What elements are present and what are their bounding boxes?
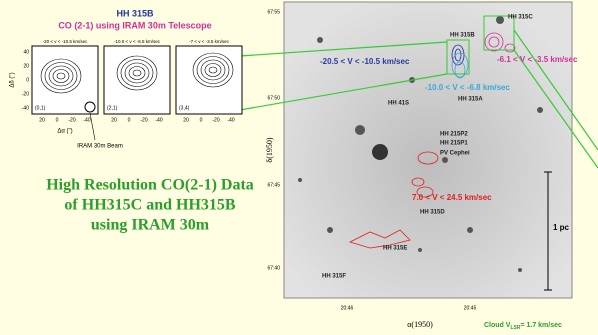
y-tick-label: 0 <box>26 77 29 83</box>
text: Cloud V <box>484 322 511 329</box>
velocity: -10.0 < V < -6.8 km/sec <box>425 83 510 92</box>
object: HH 315F <box>322 274 346 280</box>
x-tick-label: 0 <box>128 117 131 123</box>
object: HH 315B <box>450 33 475 39</box>
pointer <box>90 113 95 140</box>
panel-range: -7 < v < -3.5 km/sec <box>189 39 230 44</box>
panel <box>176 46 242 114</box>
ra-label: α(1950) <box>407 320 433 329</box>
object: HH 315C <box>508 15 533 21</box>
x-tick-label: -40 <box>227 117 234 123</box>
panel-label: (0,1) <box>35 105 46 111</box>
x-tick-label: 20 <box>39 117 45 123</box>
title: HH 315B <box>116 8 154 18</box>
panel-range: -20 < v < -10.5 km/sec <box>43 39 89 44</box>
panel-label: (3,4) <box>179 105 190 111</box>
subtitle: CO (2-1) using IRAM 30m Telescope <box>58 20 211 30</box>
velocity: 7.0 < V < 24.5 km/sec <box>412 193 492 202</box>
text: LSR <box>510 325 520 331</box>
scale-label: 1 pc <box>553 223 570 232</box>
sky-image <box>284 2 572 298</box>
x-tick-label: 0 <box>56 117 59 123</box>
dec-tick: 67:55 <box>267 9 280 15</box>
dec-tick: 67:40 <box>267 265 280 271</box>
x-tick-label: 0 <box>200 117 203 123</box>
x-tick-label: 20 <box>111 117 117 123</box>
x-tick-label: -40 <box>83 117 90 123</box>
velocity: -6.1 < V < -3.5 km/sec <box>497 55 578 64</box>
panel <box>32 46 98 114</box>
object: HH 315E <box>383 246 407 252</box>
y-axis-label: Δδ (") <box>10 72 16 87</box>
velocity: -20.5 < V < -10.5 km/sec <box>320 57 410 66</box>
dec-tick: 67:50 <box>267 95 280 101</box>
object: HH 315A <box>458 97 483 103</box>
x-axis-label: Δα (") <box>57 129 72 135</box>
y-tick-label: -40 <box>22 105 29 111</box>
object: PV Cephei <box>440 151 470 157</box>
object: HH 215P2 <box>440 132 468 138</box>
caption: using IRAM 30m <box>91 217 210 234</box>
dec-tick: 67:45 <box>267 182 280 188</box>
y-tick-label: 40 <box>23 49 29 55</box>
x-tick-label: -20 <box>68 117 75 123</box>
y-tick-label: 20 <box>23 63 29 69</box>
panel-range: -10.0 < v < -6.8 km/sec <box>114 39 161 44</box>
caption: High Resolution CO(2-1) Data <box>46 177 254 194</box>
x-tick-label: -40 <box>155 117 162 123</box>
ra-tick: 20:45 <box>464 305 477 311</box>
cloud-velocity: Cloud VLSR= 1.7 km/sec <box>484 322 562 331</box>
x-tick-label: 20 <box>183 117 189 123</box>
object: HH 41S <box>388 101 409 107</box>
x-tick-label: -20 <box>140 117 147 123</box>
object: HH 215P1 <box>440 141 468 147</box>
text: = 1.7 km/sec <box>520 322 562 329</box>
panel-label: (2,1) <box>107 105 118 111</box>
x-tick-label: -20 <box>212 117 219 123</box>
ra-tick: 20:46 <box>341 305 354 311</box>
beam-label: IRAM 30m Beam <box>77 144 123 150</box>
dec-label: δ(1950) <box>265 137 274 162</box>
object: HH 315D <box>420 210 445 216</box>
slide: HH 315B CO (2-1) using IRAM 30m Telescop… <box>0 0 598 335</box>
caption: of HH315C and HH315B <box>64 197 235 214</box>
y-tick-label: -20 <box>22 91 29 97</box>
